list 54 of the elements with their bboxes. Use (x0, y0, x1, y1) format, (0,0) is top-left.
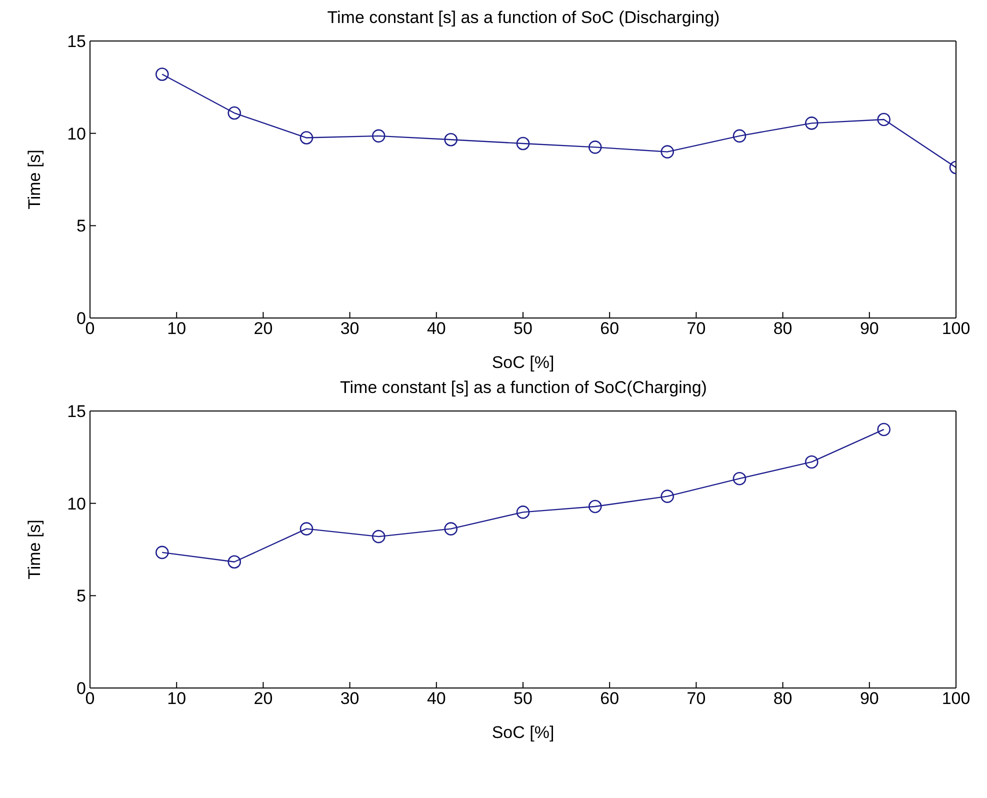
y-tick-label: 15 (67, 32, 86, 52)
x-tick-label: 50 (514, 689, 532, 708)
x-tick-label: 20 (254, 689, 273, 708)
x-tick-label: 20 (254, 319, 273, 338)
chart-title: Time constant [s] as a function of SoC (Discharging) (326, 8, 721, 29)
point (228, 106, 242, 120)
point (660, 145, 674, 158)
y-tick-label: 5 (76, 586, 86, 606)
point (444, 132, 458, 146)
point (516, 506, 530, 519)
x-tick-label: 50 (514, 319, 532, 338)
x-tick-label: 60 (600, 319, 620, 338)
x-tick-label: 100 (942, 689, 970, 708)
x-tick-label: 70 (686, 319, 706, 338)
y-tick-label: 10 (67, 494, 86, 514)
x-axis-title: SoC [%] (492, 353, 554, 372)
y-tick-label: 10 (67, 124, 86, 144)
point (155, 68, 169, 81)
point (732, 129, 746, 143)
point (588, 500, 602, 514)
point (877, 112, 891, 126)
point (372, 129, 386, 143)
x-tick-label: 30 (340, 319, 360, 338)
x-tick-label: 80 (773, 319, 792, 338)
point (300, 131, 314, 144)
point (372, 530, 386, 544)
point (804, 455, 818, 469)
point (228, 555, 242, 569)
x-tick-label: 90 (860, 319, 879, 338)
point (732, 472, 746, 486)
x-tick-label: 10 (167, 319, 186, 338)
point (444, 522, 458, 536)
point (804, 116, 818, 130)
x-tick-label: 90 (860, 689, 879, 708)
point (155, 546, 169, 560)
x-tick-label: 80 (773, 689, 792, 708)
x-axis-title: SoC [%] (492, 723, 554, 742)
y-tick-label: 15 (67, 402, 86, 422)
x-tick-label: 100 (942, 319, 970, 338)
point (588, 140, 602, 154)
x-tick-label: 70 (686, 689, 706, 708)
x-tick-label: 40 (426, 689, 446, 708)
x-tick-label: 40 (426, 319, 446, 338)
point (877, 422, 891, 436)
point (516, 136, 530, 150)
x-tick-label: 30 (340, 689, 360, 708)
x-tick-label: 60 (600, 689, 620, 708)
point (660, 490, 674, 503)
x-tick-label: 10 (167, 689, 186, 708)
chart-title: Time constant [s] as a function of SoC(Charging) (339, 378, 708, 399)
y-axis-title: Time [s] (25, 520, 44, 580)
point (300, 522, 314, 536)
y-tick-label: 5 (76, 216, 86, 236)
y-axis-title: Time [s] (25, 150, 44, 210)
